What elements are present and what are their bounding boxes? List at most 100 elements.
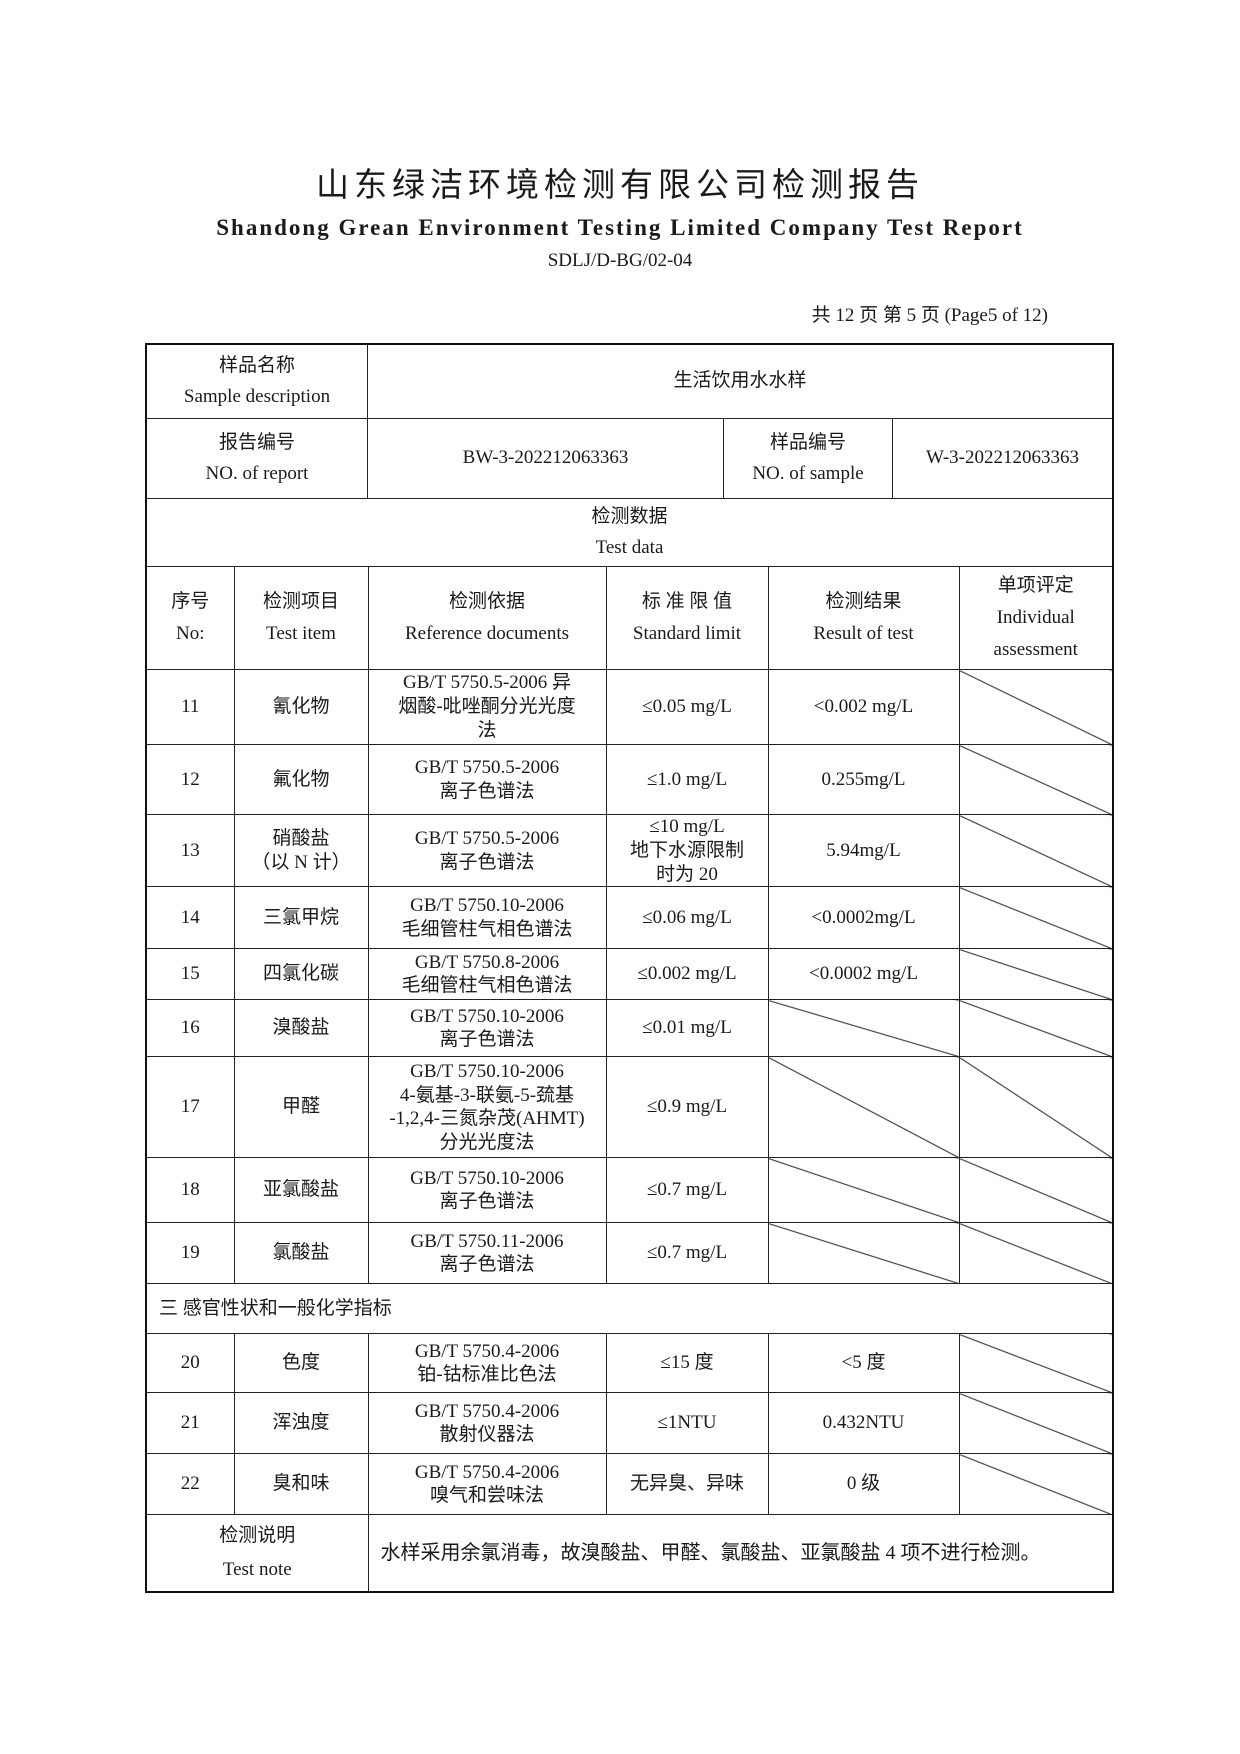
section-header-row: 三 感官性状和一般化学指标 <box>147 1283 1112 1335</box>
report-title-en: Shandong Grean Environment Testing Limit… <box>216 215 1024 240</box>
standard-limit: ≤0.06 mg/L <box>605 886 769 950</box>
column-header-row: 序号 No: 检测项目 Test item 检测依据 Reference docum… <box>147 566 1112 670</box>
reference-document: GB/T 5750.8-2006 毛细管柱气相色谱法 <box>367 948 607 1001</box>
sample-number-value: W-3-202212063363 <box>925 447 1080 469</box>
page-info: 共 12 页 第 5 页 (Page5 of 12) <box>811 305 1048 326</box>
row-number: 21 <box>147 1392 235 1455</box>
sample-description-row: 样品名称 Sample description 生活饮用水水样 <box>147 345 1112 419</box>
standard-limit: ≤1NTU <box>605 1392 769 1455</box>
test-item: 亚氯酸盐 <box>233 1157 369 1224</box>
row-number: 22 <box>147 1453 235 1516</box>
test-note-label: 检测说明 Test note <box>147 1514 369 1591</box>
col-standard-limit-header: 标 准 限 值 Standard limit <box>605 566 769 670</box>
standard-limit: ≤0.01 mg/L <box>605 999 769 1058</box>
reference-document: GB/T 5750.5-2006 异 烟酸-吡唑酮分光光度 法 <box>367 669 607 745</box>
test-item: 色度 <box>233 1333 369 1394</box>
test-data-row: 检测数据 Test data <box>147 499 1112 566</box>
report-number-label: 报告编号 NO. of report <box>147 419 368 498</box>
section-title: 三 感官性状和一般化学指标 <box>147 1283 1112 1335</box>
document-code: SDLJ/D-BG/02-04 <box>547 250 693 271</box>
table-row: 17 甲醛 GB/T 5750.10-2006 4-氨基-3-联氨-5-巯基 -1,… <box>147 1056 1112 1159</box>
test-result: <5 度 <box>767 1333 960 1394</box>
test-item: 硝酸盐 （以 N 计） <box>233 813 369 888</box>
reference-document: GB/T 5750.10-2006 毛细管柱气相色谱法 <box>367 886 607 950</box>
test-result: <0.002 mg/L <box>767 669 960 745</box>
assessment-not-applicable <box>958 1056 1112 1159</box>
standard-limit: 无异臭、异味 <box>605 1453 769 1516</box>
assessment-not-applicable <box>958 1222 1112 1285</box>
row-number: 20 <box>147 1333 235 1394</box>
assessment-not-applicable <box>958 1392 1112 1455</box>
test-result-not-applicable <box>767 1222 960 1285</box>
table-row: 11 氰化物 GB/T 5750.5-2006 异 烟酸-吡唑酮分光光度 法 ≤0.0… <box>147 669 1112 745</box>
col-assessment-header: 单项评定 Individual assessment <box>958 566 1112 670</box>
assessment-not-applicable <box>958 669 1112 745</box>
test-result-not-applicable <box>767 999 960 1058</box>
test-data-table: 序号 No: 检测项目 Test item 检测依据 Reference docum… <box>147 566 1112 1591</box>
assessment-not-applicable <box>958 813 1112 888</box>
col-test-item-header: 检测项目 Test item <box>233 566 369 670</box>
reference-document: GB/T 5750.4-2006 散射仪器法 <box>367 1392 607 1455</box>
test-result-not-applicable <box>767 1056 960 1159</box>
table-row: 19 氯酸盐 GB/T 5750.11-2006 离子色谱法 ≤0.7 mg/L <box>147 1222 1112 1285</box>
test-result: 0.432NTU <box>767 1392 960 1455</box>
table-row: 22 臭和味 GB/T 5750.4-2006 嗅气和尝味法 无异臭、异味 0 级 <box>147 1453 1112 1516</box>
test-note-text: 水样采用余氯消毒，故溴酸盐、甲醛、氯酸盐、亚氯酸盐 4 项不进行检测。 <box>367 1514 1112 1591</box>
row-number: 13 <box>147 813 235 888</box>
test-result: 0.255mg/L <box>767 744 960 815</box>
assessment-not-applicable <box>958 1453 1112 1516</box>
standard-limit: ≤0.9 mg/L <box>605 1056 769 1159</box>
table-row: 14 三氯甲烷 GB/T 5750.10-2006 毛细管柱气相色谱法 ≤0.06 m… <box>147 886 1112 950</box>
reference-document: GB/T 5750.10-2006 离子色谱法 <box>367 1157 607 1224</box>
table-row: 15 四氯化碳 GB/T 5750.8-2006 毛细管柱气相色谱法 ≤0.002 m… <box>147 948 1112 1001</box>
assessment-not-applicable <box>958 886 1112 950</box>
test-result: 5.94mg/L <box>767 813 960 888</box>
row-number: 16 <box>147 999 235 1058</box>
test-item: 氟化物 <box>233 744 369 815</box>
test-item: 氯酸盐 <box>233 1222 369 1285</box>
table-row: 13 硝酸盐 （以 N 计） GB/T 5750.5-2006 离子色谱法 ≤10 m… <box>147 813 1112 888</box>
test-result: <0.0002mg/L <box>767 886 960 950</box>
test-item: 浑浊度 <box>233 1392 369 1455</box>
test-item: 三氯甲烷 <box>233 886 369 950</box>
standard-limit: ≤0.7 mg/L <box>605 1157 769 1224</box>
report-number-row: 报告编号 NO. of report BW-3-202212063363 样品编… <box>147 419 1112 499</box>
col-reference-header: 检测依据 Reference documents <box>367 566 607 670</box>
table-row: 20 色度 GB/T 5750.4-2006 铂-钴标准比色法 ≤15 度 <5 度 <box>147 1333 1112 1394</box>
test-item: 氰化物 <box>233 669 369 745</box>
test-item: 臭和味 <box>233 1453 369 1516</box>
table-row: 18 亚氯酸盐 GB/T 5750.10-2006 离子色谱法 ≤0.7 mg/L <box>147 1157 1112 1224</box>
standard-limit: ≤0.7 mg/L <box>605 1222 769 1285</box>
test-result-not-applicable <box>767 1157 960 1224</box>
row-number: 19 <box>147 1222 235 1285</box>
assessment-not-applicable <box>958 999 1112 1058</box>
row-number: 18 <box>147 1157 235 1224</box>
reference-document: GB/T 5750.10-2006 4-氨基-3-联氨-5-巯基 -1,2,4-… <box>367 1056 607 1159</box>
assessment-not-applicable <box>958 1157 1112 1224</box>
standard-limit: ≤0.05 mg/L <box>605 669 769 745</box>
sample-description-label: 样品名称 Sample description <box>147 345 368 418</box>
row-number: 17 <box>147 1056 235 1159</box>
standard-limit: ≤15 度 <box>605 1333 769 1394</box>
col-no-header: 序号 No: <box>147 566 235 670</box>
reference-document: GB/T 5750.4-2006 嗅气和尝味法 <box>367 1453 607 1516</box>
assessment-not-applicable <box>958 948 1112 1001</box>
sample-description-value: 生活饮用水水样 <box>673 370 807 392</box>
col-result-header: 检测结果 Result of test <box>767 566 960 670</box>
row-number: 11 <box>147 669 235 745</box>
reference-document: GB/T 5750.5-2006 离子色谱法 <box>367 813 607 888</box>
assessment-not-applicable <box>958 744 1112 815</box>
test-result: <0.0002 mg/L <box>767 948 960 1001</box>
report-title-cn: 山东绿洁环境检测有限公司检测报告 <box>316 168 924 204</box>
report-number-value: BW-3-202212063363 <box>368 419 724 498</box>
reference-document: GB/T 5750.10-2006 离子色谱法 <box>367 999 607 1058</box>
reference-document: GB/T 5750.11-2006 离子色谱法 <box>367 1222 607 1285</box>
table-row: 21 浑浊度 GB/T 5750.4-2006 散射仪器法 ≤1NTU 0.432NTU <box>147 1392 1112 1455</box>
report-table: 样品名称 Sample description 生活饮用水水样 报告编号 NO.… <box>145 343 1114 1593</box>
sample-number-label: 样品编号 NO. of sample <box>724 419 893 498</box>
standard-limit: ≤1.0 mg/L <box>605 744 769 815</box>
row-number: 14 <box>147 886 235 950</box>
test-item: 甲醛 <box>233 1056 369 1159</box>
table-row: 12 氟化物 GB/T 5750.5-2006 离子色谱法 ≤1.0 mg/L 0.25… <box>147 744 1112 815</box>
row-number: 15 <box>147 948 235 1001</box>
